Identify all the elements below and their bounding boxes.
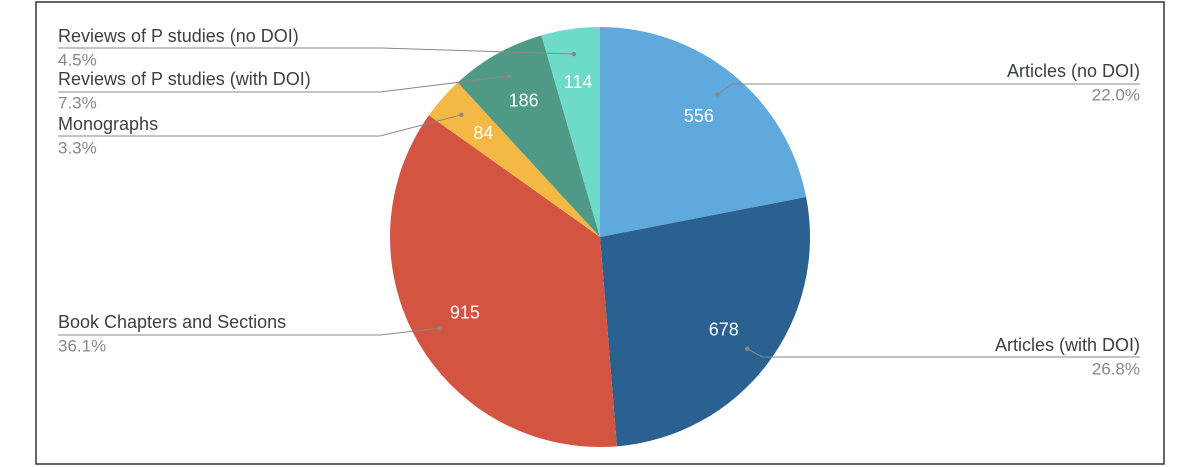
leader-line xyxy=(58,327,440,336)
value-label: 915 xyxy=(450,303,480,323)
category-label: Articles (with DOI) xyxy=(995,335,1140,355)
value-label: 678 xyxy=(709,320,739,340)
percent-label: 3.3% xyxy=(58,138,97,157)
leader-dot xyxy=(744,346,750,351)
category-label: Articles (no DOI) xyxy=(1007,61,1140,81)
leader-line xyxy=(746,348,1140,358)
leader-dot xyxy=(437,326,442,331)
value-label: 114 xyxy=(564,72,593,92)
percent-label: 22.0% xyxy=(1092,85,1140,104)
pie-slice xyxy=(457,35,600,237)
percent-label: 36.1% xyxy=(58,336,106,355)
leader-line xyxy=(58,114,462,137)
pie-slice xyxy=(389,115,617,448)
category-label: Reviews of P studies (with DOI) xyxy=(58,69,311,89)
leader-dot xyxy=(571,51,577,57)
category-label: Reviews of P studies (no DOI) xyxy=(58,26,299,46)
category-label: Monographs xyxy=(58,114,158,134)
leader-line xyxy=(717,83,1140,95)
leader-line xyxy=(58,75,510,93)
pie-slice xyxy=(600,27,807,237)
leader-line xyxy=(58,47,574,55)
value-label: 556 xyxy=(684,106,714,126)
category-label: Book Chapters and Sections xyxy=(58,312,286,332)
leader-dot xyxy=(507,73,512,79)
leader-dot xyxy=(715,92,720,97)
value-label: 186 xyxy=(509,90,539,110)
value-label: 84 xyxy=(473,123,493,143)
pie-slice xyxy=(600,197,810,447)
percent-label: 4.5% xyxy=(58,50,97,69)
pie-slice xyxy=(541,27,600,237)
percent-label: 7.3% xyxy=(58,93,97,112)
percent-label: 26.8% xyxy=(1092,359,1140,378)
pie-slice xyxy=(428,82,600,238)
leader-dot xyxy=(459,112,464,118)
